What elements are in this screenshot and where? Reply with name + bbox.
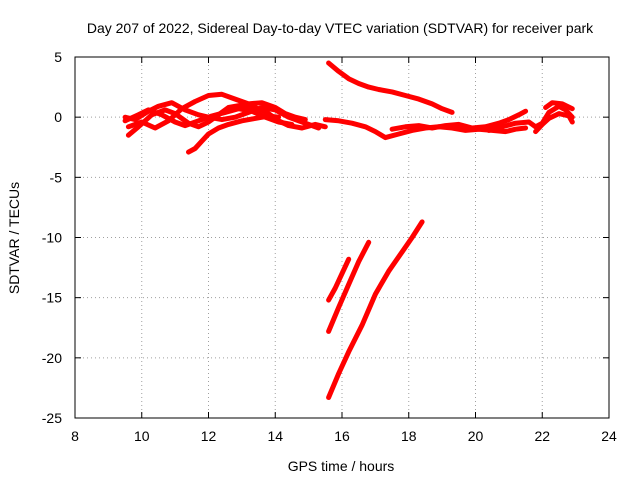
y-tick-label: 5 — [54, 49, 62, 65]
x-tick-label: 12 — [201, 428, 217, 444]
x-tick-label: 18 — [401, 428, 417, 444]
series-arc-5 — [186, 113, 282, 155]
series-arc-10 — [533, 111, 575, 135]
y-tick-label: -5 — [50, 169, 63, 185]
x-tick-label: 16 — [334, 428, 350, 444]
y-tick-label: -25 — [42, 410, 62, 426]
data-series-group — [122, 60, 575, 400]
series-arc-3 — [125, 91, 308, 131]
x-axis-label: GPS time / hours — [288, 458, 395, 474]
series-arc-12 — [326, 256, 352, 303]
y-tick-label: -20 — [42, 350, 62, 366]
x-tick-label: 14 — [267, 428, 283, 444]
series-arc-9 — [486, 103, 575, 133]
y-tick-label: -10 — [42, 230, 62, 246]
series-arc-11 — [543, 100, 575, 112]
chart-title: Day 207 of 2022, Sidereal Day-to-day VTE… — [87, 20, 594, 36]
x-tick-label: 10 — [134, 428, 150, 444]
series-arc-8 — [389, 108, 529, 132]
y-axis-label: SDTVAR / TECUs — [6, 182, 22, 294]
series-arc-13 — [326, 239, 372, 334]
series-arc-14 — [326, 219, 425, 400]
x-tick-label: 8 — [71, 428, 79, 444]
axis-ticks: 8 10 12 14 16 18 20 22 24 -25 -20 -15 -10 -5 0 5 — [42, 49, 617, 444]
series-arc-6 — [326, 60, 455, 115]
x-tick-label: 20 — [468, 428, 484, 444]
y-tick-label: 0 — [54, 109, 62, 125]
x-tick-label: 22 — [534, 428, 550, 444]
y-tick-label: -15 — [42, 290, 62, 306]
x-tick-label: 24 — [601, 428, 617, 444]
